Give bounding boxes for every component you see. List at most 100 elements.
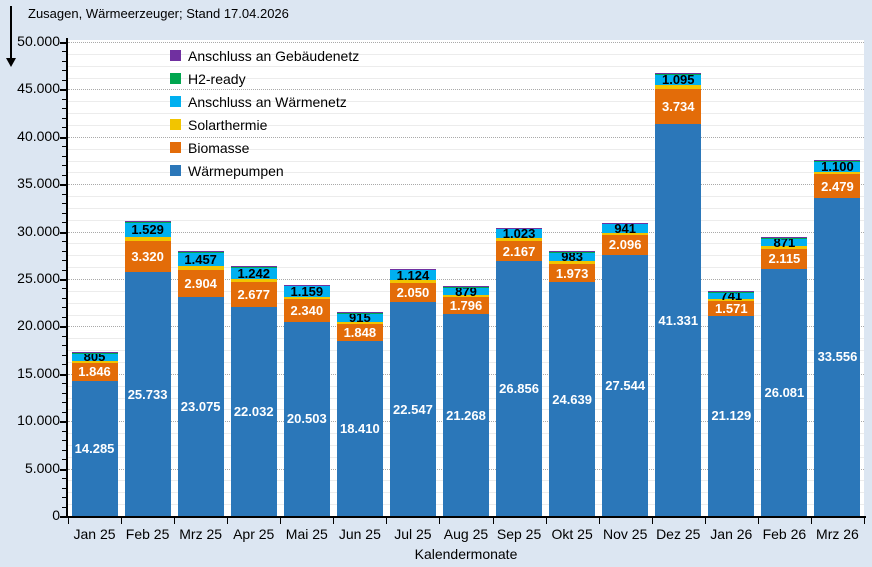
y-axis-tick bbox=[60, 279, 67, 281]
x-axis-tick bbox=[439, 518, 441, 524]
bar-segment-h2-ready bbox=[496, 228, 543, 230]
data-label: 983 bbox=[561, 249, 583, 265]
bar-segment-h2-ready bbox=[177, 252, 224, 254]
x-axis-title: Kalendermonate bbox=[414, 546, 518, 562]
y-axis-tick bbox=[62, 60, 67, 62]
legend-item: Solarthermie bbox=[170, 113, 359, 136]
minor-gridline bbox=[68, 101, 864, 103]
y-axis-tick bbox=[62, 307, 67, 309]
x-axis-tick bbox=[864, 518, 865, 524]
major-gridline bbox=[68, 231, 864, 233]
bar-segment-anschluss-an-w-rmenetz bbox=[283, 285, 330, 297]
data-label: 21.129 bbox=[711, 408, 752, 424]
bar-segment-w-rmepumpen bbox=[71, 380, 118, 516]
x-axis-tick bbox=[651, 518, 653, 524]
bar-segment-solarthermie bbox=[549, 261, 596, 264]
x-axis bbox=[62, 516, 866, 518]
minor-gridline bbox=[68, 124, 864, 126]
bar-segment-solarthermie bbox=[230, 278, 277, 282]
bar-segment-anschluss-an-w-rmenetz bbox=[655, 74, 702, 85]
bar-segment-solarthermie bbox=[761, 246, 808, 249]
bar-segment-anschluss-an-geb-udenetz bbox=[814, 159, 861, 161]
bar-segment-biomasse bbox=[496, 240, 543, 262]
y-axis-tick bbox=[62, 449, 67, 451]
major-gridline bbox=[68, 42, 864, 43]
data-label: 20.503 bbox=[286, 411, 327, 427]
bar-segment-solarthermie bbox=[708, 298, 755, 301]
bar-segment-anschluss-an-w-rmenetz bbox=[708, 291, 755, 299]
data-label: 1.848 bbox=[343, 325, 377, 341]
y-axis-tick bbox=[62, 354, 67, 356]
x-axis-tick-label: Jul 25 bbox=[394, 526, 432, 542]
down-arrow-icon bbox=[6, 6, 16, 67]
bar-segment-h2-ready bbox=[655, 73, 702, 75]
bar-segment-anschluss-an-geb-udenetz bbox=[230, 266, 277, 267]
x-axis-tick bbox=[333, 518, 335, 524]
legend-item: H2-ready bbox=[170, 67, 359, 90]
minor-gridline bbox=[68, 219, 864, 221]
y-axis-tick-label: 25.000 bbox=[17, 270, 60, 286]
bar-segment-h2-ready bbox=[549, 251, 596, 253]
bar-segment-anschluss-an-geb-udenetz bbox=[708, 290, 755, 292]
bar-segment-anschluss-an-geb-udenetz bbox=[443, 285, 489, 287]
bar-segment-solarthermie bbox=[124, 236, 171, 241]
bar-segment-solarthermie bbox=[443, 295, 489, 298]
y-axis-tick-label: 5.000 bbox=[24, 459, 60, 476]
y-axis bbox=[66, 38, 68, 517]
x-axis-tick-label: Okt 25 bbox=[551, 526, 593, 542]
x-axis-tick bbox=[280, 518, 282, 524]
bar-segment-biomasse bbox=[124, 240, 171, 273]
bar-segment-h2-ready bbox=[389, 269, 436, 271]
y-axis-tick bbox=[62, 383, 67, 385]
data-label: 941 bbox=[614, 220, 637, 236]
y-axis-tick bbox=[62, 411, 67, 413]
bar-segment-h2-ready bbox=[71, 352, 118, 354]
legend-item: Wärmepumpen bbox=[170, 159, 359, 182]
bar-segment-w-rmepumpen bbox=[177, 297, 224, 516]
y-axis-tick bbox=[60, 231, 67, 234]
bar-segment-anschluss-an-geb-udenetz bbox=[761, 237, 808, 239]
bar-segment-anschluss-an-w-rmenetz bbox=[230, 267, 277, 279]
y-axis-tick bbox=[62, 459, 67, 461]
bar-segment-w-rmepumpen bbox=[761, 268, 808, 516]
minor-gridline bbox=[68, 160, 864, 162]
y-axis-tick bbox=[62, 402, 67, 404]
y-axis-tick bbox=[62, 288, 67, 290]
x-axis-tick-label: Mrz 26 bbox=[816, 526, 859, 542]
bar-segment-anschluss-an-w-rmenetz bbox=[549, 252, 596, 262]
bar-segment-w-rmepumpen bbox=[655, 124, 702, 516]
bar-segment-anschluss-an-w-rmenetz bbox=[443, 286, 489, 296]
x-axis-tick-label: Jan 25 bbox=[73, 526, 116, 542]
bar-segment-w-rmepumpen bbox=[814, 197, 861, 516]
legend-label: Anschluss an Wärmenetz bbox=[188, 93, 347, 110]
bar-segment-anschluss-an-w-rmenetz bbox=[336, 313, 383, 322]
y-axis-tick bbox=[62, 506, 67, 508]
data-label: 3.734 bbox=[661, 98, 695, 114]
y-axis-tick bbox=[62, 440, 67, 442]
bar-segment-biomasse bbox=[443, 297, 489, 315]
minor-gridline bbox=[68, 207, 864, 209]
y-axis-tick bbox=[62, 127, 67, 129]
bar-segment-solarthermie bbox=[283, 296, 330, 300]
legend-swatch bbox=[170, 142, 181, 153]
y-axis-tick bbox=[62, 487, 67, 489]
x-axis-tick bbox=[227, 518, 229, 524]
data-label: 2.115 bbox=[768, 251, 801, 267]
x-axis-tick-label: Apr 25 bbox=[233, 526, 275, 542]
legend-label: Wärmepumpen bbox=[188, 162, 284, 179]
bar-segment-biomasse bbox=[389, 282, 436, 303]
data-label: 1.973 bbox=[555, 265, 589, 281]
y-axis-tick bbox=[62, 364, 67, 366]
y-axis-tick-label: 40.000 bbox=[17, 127, 60, 144]
data-label: 18.410 bbox=[339, 421, 380, 437]
y-axis-tick bbox=[62, 51, 67, 53]
bar-segment-h2-ready bbox=[443, 286, 489, 288]
legend-item: Biomasse bbox=[170, 136, 359, 159]
bar-segment-biomasse bbox=[761, 248, 808, 269]
bar-segment-anschluss-an-w-rmenetz bbox=[389, 269, 436, 281]
bar-segment-biomasse bbox=[655, 88, 702, 125]
y-axis-tick-label: 15.000 bbox=[17, 364, 60, 381]
bar-segment-solarthermie bbox=[602, 232, 649, 235]
y-axis-tick bbox=[60, 516, 67, 518]
data-label: 21.268 bbox=[446, 407, 486, 423]
